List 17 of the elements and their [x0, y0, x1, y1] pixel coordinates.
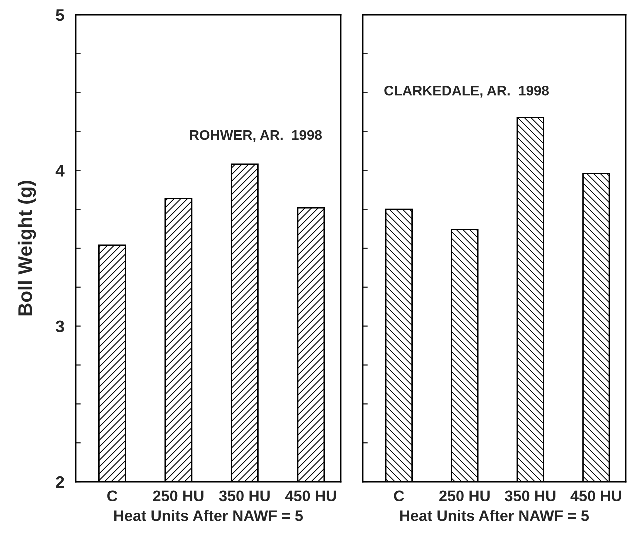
- x-tick-label: 450 HU: [570, 490, 622, 502]
- y-tick-label: 5: [56, 10, 64, 22]
- x-tick-label: 250 HU: [440, 490, 490, 502]
- x-axis-title: Heat Units After NAWF = 5: [114, 510, 304, 522]
- x-axis-title: Heat Units After NAWF = 5: [400, 510, 590, 522]
- x-tick-label: 350 HU: [505, 490, 556, 502]
- y-tick-label: 4: [56, 165, 65, 177]
- y-tick-label: 3: [56, 320, 64, 333]
- annotation: CLARKEDALE, AR. 1998: [384, 86, 550, 98]
- y-axis-title: Boll Weight (g): [18, 181, 36, 316]
- annotation: ROHWER, AR. 1998: [190, 130, 322, 142]
- x-tick-label: C: [108, 490, 118, 502]
- x-tick-label: 450 HU: [286, 490, 336, 502]
- x-tick-label: C: [394, 490, 404, 502]
- y-tick-label: 2: [56, 476, 64, 488]
- x-tick-label: 350 HU: [219, 490, 270, 502]
- x-tick-label: 250 HU: [153, 490, 204, 502]
